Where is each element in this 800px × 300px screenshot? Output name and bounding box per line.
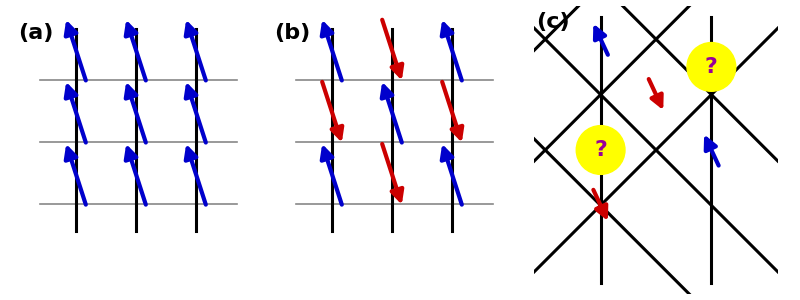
Text: (b): (b) [274,23,310,43]
Text: (a): (a) [18,23,54,43]
Text: ?: ? [594,140,607,160]
Circle shape [687,43,736,91]
Circle shape [576,126,625,174]
Text: (c): (c) [536,11,570,32]
Text: ?: ? [705,57,718,77]
